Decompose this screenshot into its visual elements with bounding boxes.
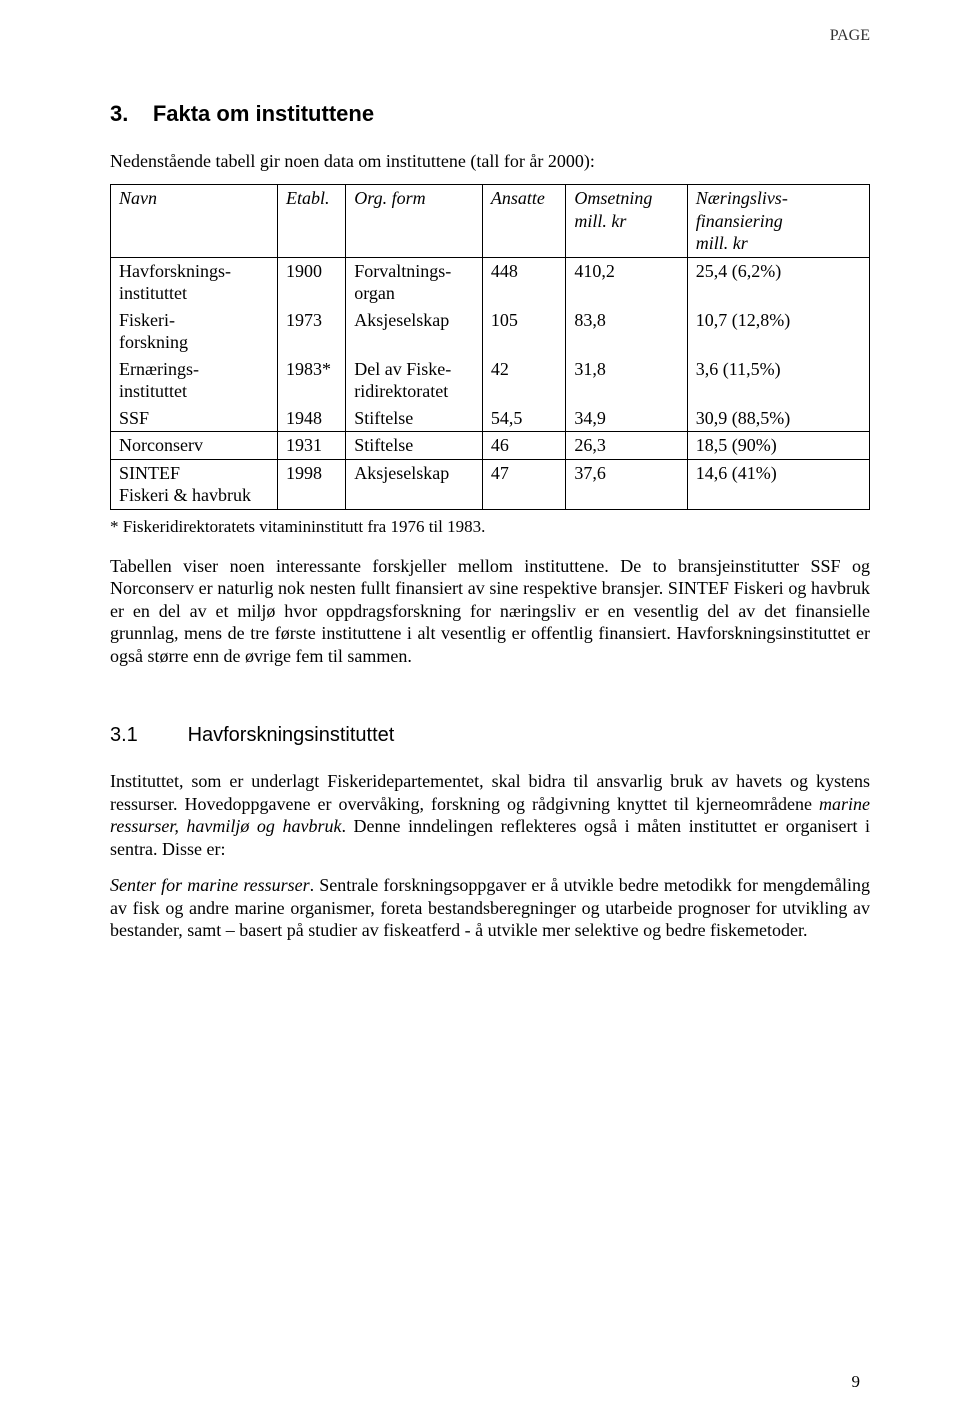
cell-org: Stiftelse: [346, 405, 483, 432]
cell-finans: 10,7 (12,8%): [687, 307, 869, 356]
cell-omsetning: 410,2: [566, 257, 687, 307]
table-row: Norconserv 1931 Stiftelse 46 26,3 18,5 (…: [111, 432, 870, 460]
col-navn: Navn: [111, 185, 278, 258]
institutes-table: Navn Etabl. Org. form Ansatte Omsetning …: [110, 184, 870, 510]
cell-etabl: 1900: [277, 257, 345, 307]
cell-navn: Norconserv: [111, 432, 278, 460]
body-paragraph-2: Instituttet, som er underlagt Fiskeridep…: [110, 770, 870, 860]
table-footnote: * Fiskeridirektoratets vitamininstitutt …: [110, 516, 870, 537]
cell-etabl: 1998: [277, 459, 345, 509]
table-row: Havforsknings- instituttet 1900 Forvaltn…: [111, 257, 870, 307]
cell-omsetning: 37,6: [566, 459, 687, 509]
cell-etabl: 1931: [277, 432, 345, 460]
cell-finans: 25,4 (6,2%): [687, 257, 869, 307]
cell-ansatte: 105: [482, 307, 565, 356]
cell-org: Stiftelse: [346, 432, 483, 460]
subsection-title: 3.1 Havforskningsinstituttet: [110, 723, 870, 748]
col-ansatte: Ansatte: [482, 185, 565, 258]
col-etabl: Etabl.: [277, 185, 345, 258]
cell-org: Del av Fiske- ridirektoratet: [346, 356, 483, 405]
cell-finans: 30,9 (88,5%): [687, 405, 869, 432]
col-omsetning: Omsetning mill. kr: [566, 185, 687, 258]
table-header: Navn Etabl. Org. form Ansatte Omsetning …: [111, 185, 870, 258]
section-title: 3. Fakta om instituttene: [110, 100, 870, 128]
intro-paragraph: Nedenstående tabell gir noen data om ins…: [110, 150, 870, 173]
page-header-label: PAGE: [830, 26, 870, 46]
table-row: Fiskeri- forskning 1973 Aksjeselskap 105…: [111, 307, 870, 356]
cell-etabl: 1973: [277, 307, 345, 356]
cell-navn: Fiskeri- forskning: [111, 307, 278, 356]
body-paragraph-3: Senter for marine ressurser. Sentrale fo…: [110, 874, 870, 942]
subsection-title-text: Havforskningsinstituttet: [188, 724, 395, 746]
cell-navn: Ernærings- instituttet: [111, 356, 278, 405]
cell-ansatte: 47: [482, 459, 565, 509]
cell-omsetning: 31,8: [566, 356, 687, 405]
cell-ansatte: 448: [482, 257, 565, 307]
table-row: SSF 1948 Stiftelse 54,5 34,9 30,9 (88,5%…: [111, 405, 870, 432]
col-finansiering: Næringslivs- finansiering mill. kr: [687, 185, 869, 258]
body-paragraph-1: Tabellen viser noen interessante forskje…: [110, 555, 870, 668]
cell-omsetning: 26,3: [566, 432, 687, 460]
cell-omsetning: 34,9: [566, 405, 687, 432]
cell-navn: SINTEF Fiskeri & havbruk: [111, 459, 278, 509]
cell-ansatte: 42: [482, 356, 565, 405]
cell-org: Aksjeselskap: [346, 307, 483, 356]
cell-etabl: 1948: [277, 405, 345, 432]
cell-navn: SSF: [111, 405, 278, 432]
cell-finans: 3,6 (11,5%): [687, 356, 869, 405]
page-number: 9: [852, 1371, 861, 1392]
table-row: Ernærings- instituttet 1983* Del av Fisk…: [111, 356, 870, 405]
table-row: SINTEF Fiskeri & havbruk 1998 Aksjeselsk…: [111, 459, 870, 509]
cell-finans: 14,6 (41%): [687, 459, 869, 509]
col-orgform: Org. form: [346, 185, 483, 258]
cell-org: Aksjeselskap: [346, 459, 483, 509]
italic-lead: Senter for marine ressurser: [110, 875, 310, 895]
cell-ansatte: 46: [482, 432, 565, 460]
cell-navn: Havforsknings- instituttet: [111, 257, 278, 307]
section-title-text: Fakta om instituttene: [153, 101, 374, 126]
cell-etabl: 1983*: [277, 356, 345, 405]
cell-org: Forvaltnings- organ: [346, 257, 483, 307]
cell-finans: 18,5 (90%): [687, 432, 869, 460]
section-number: 3.: [110, 101, 128, 126]
subsection-number: 3.1: [110, 723, 182, 748]
cell-omsetning: 83,8: [566, 307, 687, 356]
document-page: PAGE 3. Fakta om instituttene Nedenståen…: [0, 0, 960, 1428]
cell-ansatte: 54,5: [482, 405, 565, 432]
